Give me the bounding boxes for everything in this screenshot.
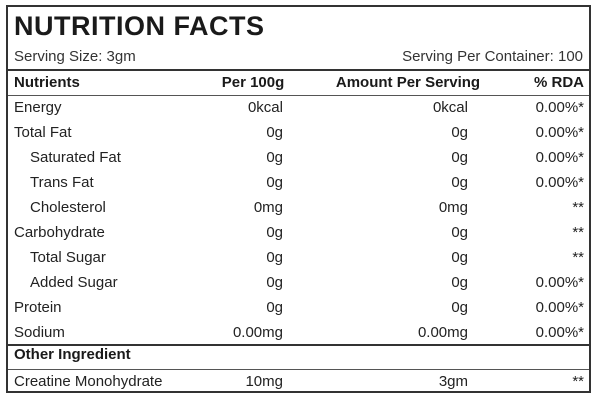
nutrient-per-serving: 0g bbox=[451, 299, 468, 316]
nutrient-name: Protein bbox=[14, 299, 62, 316]
nutrient-row: Energy 0kcal 0kcal 0.00%* bbox=[8, 96, 589, 120]
nutrient-row: Total Sugar 0g 0g ** bbox=[8, 246, 589, 270]
nutrient-name: Saturated Fat bbox=[30, 149, 121, 166]
nutrition-facts-panel: NUTRITION FACTS Serving Size: 3gm Servin… bbox=[6, 5, 591, 393]
nutrient-rda: 0.00%* bbox=[535, 174, 584, 191]
nutrient-rda: 0.00%* bbox=[535, 99, 584, 116]
nutrient-per-serving: 0g bbox=[451, 274, 468, 291]
nutrient-per-serving: 0g bbox=[451, 149, 468, 166]
nutrient-rda: 0.00%* bbox=[535, 324, 584, 341]
other-ingredient-name: Creatine Monohydrate bbox=[14, 373, 163, 390]
nutrient-per-serving: 0g bbox=[451, 124, 468, 141]
nutrient-per-100g: 0mg bbox=[253, 199, 283, 216]
nutrient-rda: ** bbox=[572, 224, 584, 241]
other-ingredient-per-100g: 10mg bbox=[245, 373, 283, 390]
nutrient-rda: 0.00%* bbox=[535, 274, 584, 291]
nutrient-per-serving: 0g bbox=[451, 249, 468, 266]
divider-other-bottom bbox=[8, 369, 589, 370]
nutrient-name: Energy bbox=[14, 99, 62, 116]
nutrient-per-100g: 0g bbox=[266, 299, 283, 316]
header-per-100g: Per 100g bbox=[221, 74, 285, 91]
divider-other bbox=[8, 344, 589, 346]
nutrient-per-100g: 0g bbox=[266, 124, 283, 141]
other-ingredient-row: Creatine Monohydrate 10mg 3gm ** bbox=[8, 370, 589, 394]
column-header-row: Nutrients Per 100g Amount Per Serving % … bbox=[8, 71, 589, 95]
nutrient-row: Saturated Fat 0g 0g 0.00%* bbox=[8, 146, 589, 170]
nutrient-row: Added Sugar 0g 0g 0.00%* bbox=[8, 271, 589, 295]
nutrient-rda: 0.00%* bbox=[535, 299, 584, 316]
nutrient-per-100g: 0g bbox=[266, 149, 283, 166]
nutrient-per-serving: 0g bbox=[451, 224, 468, 241]
nutrient-per-100g: 0g bbox=[266, 174, 283, 191]
nutrient-per-100g: 0.00mg bbox=[232, 324, 283, 341]
nutrient-per-100g: 0kcal bbox=[247, 99, 283, 116]
nutrient-per-100g: 0g bbox=[266, 249, 283, 266]
nutrient-name: Added Sugar bbox=[30, 274, 118, 291]
panel-title: NUTRITION FACTS bbox=[14, 11, 265, 41]
nutrient-name: Cholesterol bbox=[30, 199, 106, 216]
other-ingredient-heading-row: Other Ingredient bbox=[8, 343, 589, 367]
other-ingredient-rda: ** bbox=[572, 373, 584, 390]
nutrient-rda: ** bbox=[572, 249, 584, 266]
nutrient-rda: 0.00%* bbox=[535, 124, 584, 141]
divider-top bbox=[8, 69, 589, 71]
nutrient-per-serving: 0kcal bbox=[432, 99, 468, 116]
header-nutrients: Nutrients bbox=[14, 74, 80, 91]
nutrient-name: Trans Fat bbox=[30, 174, 94, 191]
other-ingredient-per-serving: 3gm bbox=[438, 373, 468, 390]
nutrient-row: Total Fat 0g 0g 0.00%* bbox=[8, 121, 589, 145]
nutrient-row: Cholesterol 0mg 0mg ** bbox=[8, 196, 589, 220]
nutrient-per-100g: 0g bbox=[266, 224, 283, 241]
servings-per-container: Serving Per Container: 100 bbox=[402, 48, 583, 65]
nutrient-per-100g: 0g bbox=[266, 274, 283, 291]
nutrient-per-serving: 0mg bbox=[438, 199, 468, 216]
nutrient-rda: 0.00%* bbox=[535, 149, 584, 166]
other-ingredient-heading: Other Ingredient bbox=[14, 346, 131, 363]
nutrient-row: Carbohydrate 0g 0g ** bbox=[8, 221, 589, 245]
nutrient-per-serving: 0g bbox=[451, 174, 468, 191]
nutrient-rda: ** bbox=[572, 199, 584, 216]
divider-header bbox=[8, 95, 589, 96]
header-rda: % RDA bbox=[533, 74, 584, 91]
nutrient-name: Carbohydrate bbox=[14, 224, 105, 241]
nutrient-name: Total Fat bbox=[14, 124, 72, 141]
header-amount-per-serving: Amount Per Serving bbox=[335, 74, 481, 91]
nutrient-row: Sodium 0.00mg 0.00mg 0.00%* bbox=[8, 321, 589, 345]
nutrient-name: Total Sugar bbox=[30, 249, 106, 266]
nutrient-row: Protein 0g 0g 0.00%* bbox=[8, 296, 589, 320]
serving-size: Serving Size: 3gm bbox=[14, 48, 136, 65]
nutrient-name: Sodium bbox=[14, 324, 65, 341]
nutrient-row: Trans Fat 0g 0g 0.00%* bbox=[8, 171, 589, 195]
nutrient-per-serving: 0.00mg bbox=[417, 324, 468, 341]
serving-info: Serving Size: 3gm Serving Per Container:… bbox=[14, 48, 583, 68]
